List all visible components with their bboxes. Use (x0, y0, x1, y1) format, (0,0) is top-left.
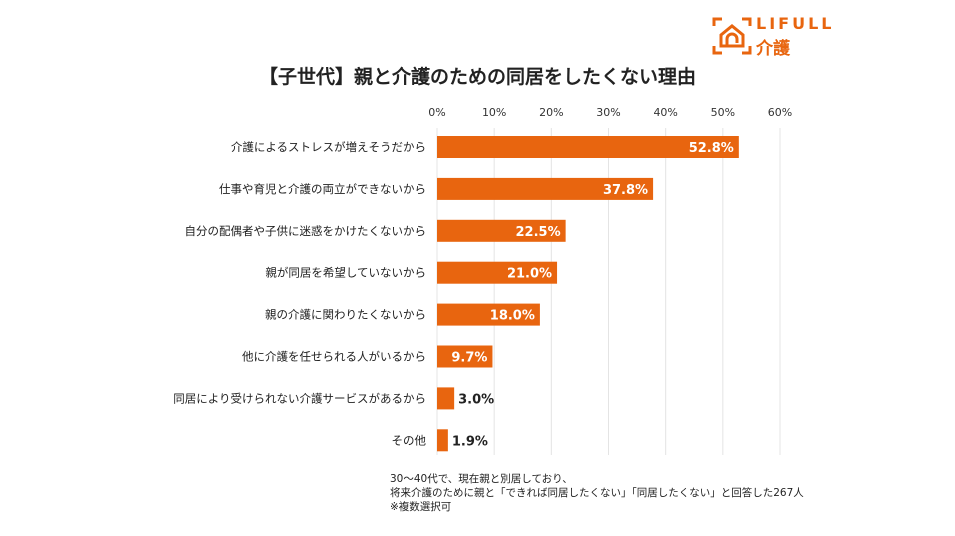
bar (437, 261, 558, 284)
x-tick-label: 30% (596, 106, 620, 119)
bar (437, 429, 448, 452)
category-label: 同居により受けられない介護サービスがあるから (173, 391, 426, 405)
bar (437, 136, 739, 158)
x-tick-label: 50% (711, 106, 735, 119)
x-tick-label: 0% (428, 106, 445, 119)
data-label: 37.8% (603, 183, 648, 198)
chart-title: 【子世代】親と介護のための同居をしたくない理由 (258, 66, 696, 88)
footnote: 30～40代で、現在親と別居しており、 将来介護のために親と「できれば同居したく… (390, 472, 804, 514)
category-label: 他に介護を任せられる人がいるから (242, 350, 426, 364)
bar (437, 303, 540, 326)
data-label: 21.0% (507, 267, 552, 282)
bar (437, 177, 654, 200)
data-label: 9.7% (451, 351, 487, 366)
data-label: 1.9% (452, 434, 488, 449)
footnote-line: ※複数選択可 (390, 501, 452, 513)
footnote-line: 将来介護のために親と「できれば同居したくない」「同居したくない」と回答した267… (390, 487, 804, 499)
lifull-logo: LIFULL 介護 (712, 14, 837, 59)
bar (437, 345, 493, 368)
data-label: 18.0% (490, 309, 535, 324)
category-label: 親が同居を希望していないから (265, 266, 426, 280)
category-label: 仕事や育児と介護の両立ができないから (219, 182, 426, 196)
category-label: 介護によるストレスが増えそうだから (231, 140, 426, 154)
bar (437, 219, 566, 242)
category-label: その他 (392, 433, 427, 447)
logo-text-en: LIFULL (756, 14, 835, 33)
data-label: 52.8% (689, 141, 734, 156)
logo-text-jp: 介護 (756, 39, 790, 59)
x-tick-label: 60% (768, 106, 792, 119)
data-label: 3.0% (458, 392, 494, 407)
category-label: 親の介護に関わりたくないから (265, 308, 426, 322)
x-tick-label: 20% (539, 106, 563, 119)
bar (437, 387, 455, 410)
footnote-line: 30～40代で、現在親と別居しており、 (390, 473, 573, 485)
house-icon (712, 17, 752, 55)
category-label: 自分の配偶者や子供に迷惑をかけたくないから (185, 224, 427, 238)
data-label: 22.5% (516, 225, 561, 240)
x-tick-label: 40% (653, 106, 677, 119)
x-tick-label: 10% (482, 106, 506, 119)
